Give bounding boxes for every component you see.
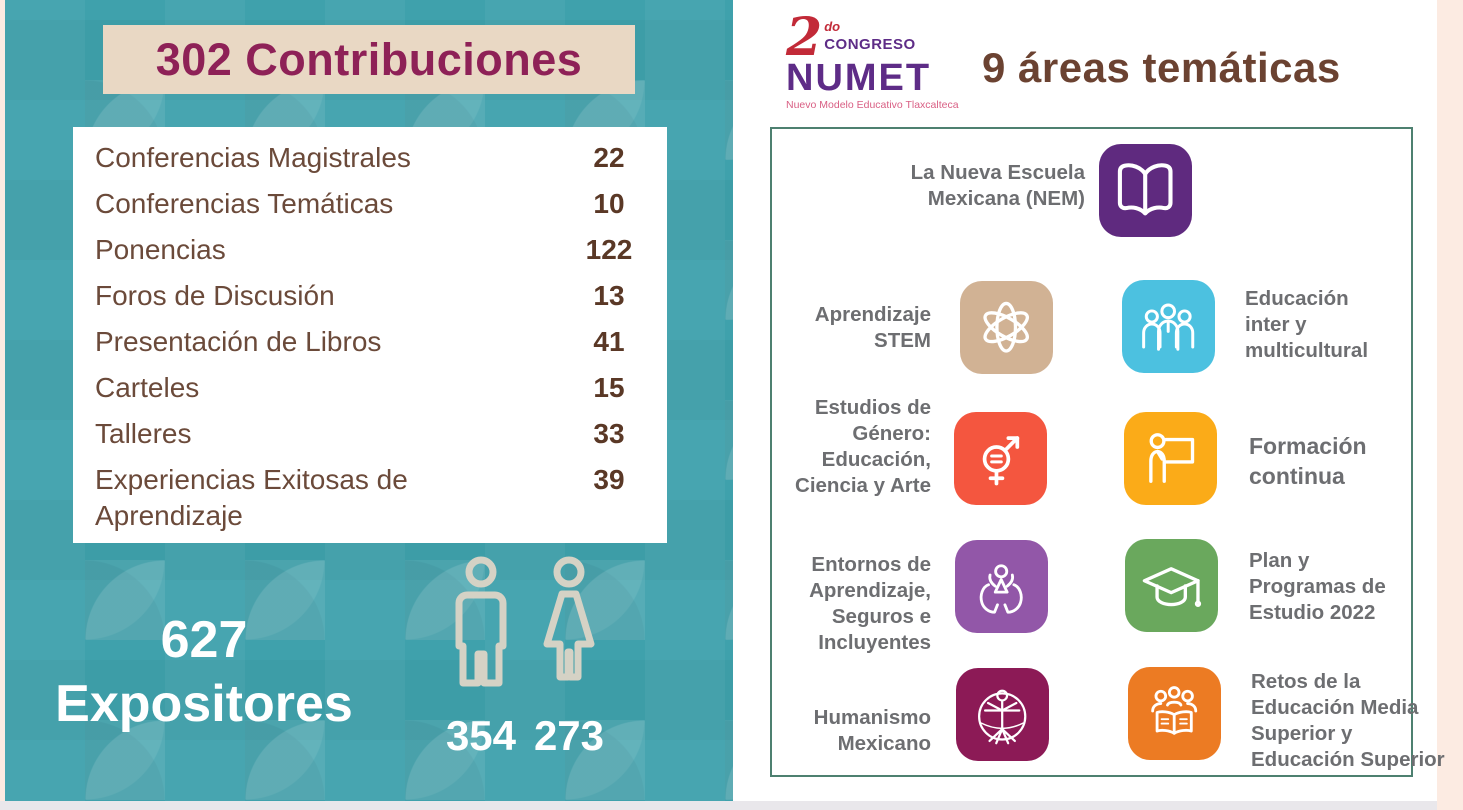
contributions-title-box: 302 Contribuciones <box>103 25 635 94</box>
contribution-row: Ponencias 122 <box>95 227 647 273</box>
area-label-genero: Estudios de Género: Educación, Ciencia y… <box>795 396 931 497</box>
areas-panel: La Nueva Escuela Mexicana (NEM) Aprendiz… <box>770 127 1445 777</box>
contribution-label: Experiencias Exitosas de Aprendizaje <box>95 464 408 531</box>
contribution-value: 33 <box>593 418 625 449</box>
contribution-label: Foros de Discusión <box>95 280 335 311</box>
expositores-count: 627 <box>160 611 248 669</box>
contribution-value: 10 <box>593 188 625 219</box>
male-icon <box>455 556 507 687</box>
hands-care-icon <box>955 540 1048 633</box>
right-margin <box>1437 0 1463 810</box>
contributions-title: 302 Contribuciones <box>155 33 583 85</box>
male-count: 354 <box>445 712 517 759</box>
atom-icon <box>960 281 1053 374</box>
contribution-value: 39 <box>593 464 625 495</box>
logo-tagline: Nuevo Modelo Educativo Tlaxcalteca <box>786 99 959 111</box>
people-group-icon <box>1122 280 1215 373</box>
contribution-value: 13 <box>593 280 625 311</box>
bottom-strip <box>0 801 1437 810</box>
readers-group-icon <box>1128 667 1221 760</box>
contribution-row: Experiencias Exitosas de Aprendizaje 39 <box>95 457 647 539</box>
open-book-icon <box>1099 144 1192 237</box>
graduation-cap-icon <box>1125 539 1218 632</box>
vitruvian-man-icon <box>956 668 1049 761</box>
contribution-value: 22 <box>593 142 625 173</box>
contribution-row: Presentación de Libros 41 <box>95 319 647 365</box>
contribution-label: Conferencias Magistrales <box>95 142 411 173</box>
logo-ordinal: do <box>824 19 841 34</box>
area-label-entornos: Entornos de Aprendizaje, Seguros e Inclu… <box>809 553 931 654</box>
contribution-row: Talleres 33 <box>95 411 647 457</box>
numet-logo: 2 do CONGRESO NUMET Nuevo Modelo Educati… <box>786 7 966 112</box>
left-teal-panel: 302 Contribuciones Conferencias Magistra… <box>5 0 733 801</box>
person-flag-icon <box>1124 412 1217 505</box>
logo-column: do CONGRESO <box>824 14 916 53</box>
expositores-label: Expositores <box>55 675 353 733</box>
contribution-label: Ponencias <box>95 234 226 265</box>
contribution-row: Conferencias Magistrales 22 <box>95 135 647 181</box>
area-label-plan: Plan y Programas de Estudio 2022 <box>1249 549 1386 624</box>
area-label-nem: La Nueva Escuela Mexicana (NEM) <box>910 161 1085 210</box>
contribution-value: 122 <box>585 234 633 265</box>
area-label-formacion: Formación continua <box>1249 433 1367 489</box>
area-label-retos: Retos de la Educación Media Superior y E… <box>1251 670 1445 771</box>
area-label-inter: Educación inter y multicultural <box>1245 287 1369 362</box>
contribution-label: Presentación de Libros <box>95 326 382 357</box>
area-label-humanismo: Humanismo Mexicano <box>813 706 931 755</box>
female-count: 273 <box>533 712 605 759</box>
contribution-row: Conferencias Temáticas 10 <box>95 181 647 227</box>
area-label-stem: Aprendizaje STEM <box>814 303 931 352</box>
contribution-value: 41 <box>593 326 625 357</box>
logo-name: NUMET <box>786 57 932 99</box>
expositores-block: 627 Expositores <box>28 608 380 736</box>
female-icon <box>543 556 595 681</box>
logo-congreso: CONGRESO <box>824 36 916 53</box>
contribution-label: Talleres <box>95 418 192 449</box>
contributions-card: Conferencias Magistrales 22 Conferencias… <box>73 127 667 543</box>
areas-heading: 9 áreas temáticas <box>982 44 1341 91</box>
contribution-label: Conferencias Temáticas <box>95 188 394 219</box>
contribution-row: Carteles 15 <box>95 365 647 411</box>
logo-numeral: 2 <box>786 7 823 68</box>
gender-equality-icon <box>954 412 1047 505</box>
contribution-row: Foros de Discusión 13 <box>95 273 647 319</box>
contribution-label: Carteles <box>95 372 200 403</box>
logo-top-row: 2 do CONGRESO <box>786 7 966 68</box>
contribution-value: 15 <box>593 372 625 403</box>
